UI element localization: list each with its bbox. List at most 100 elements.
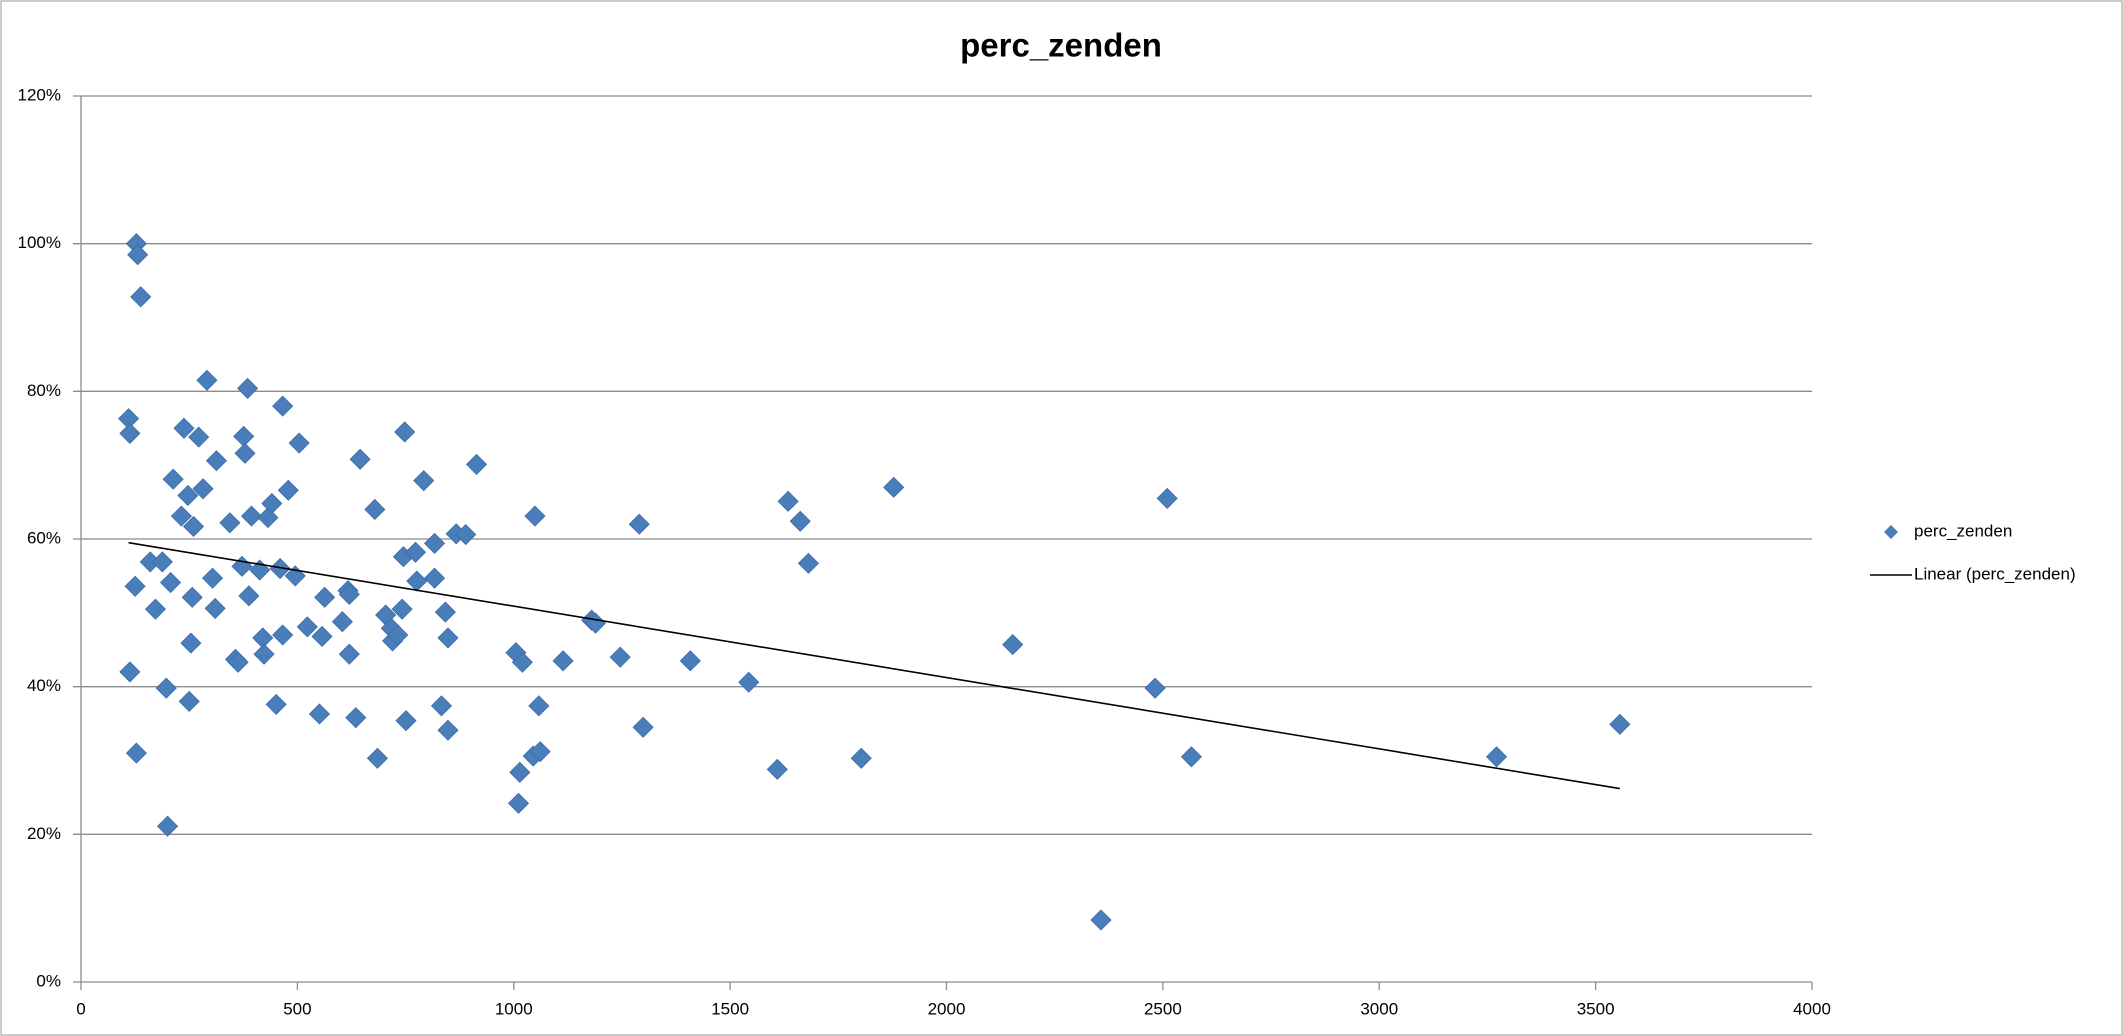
data-point (127, 244, 149, 266)
data-point (465, 453, 488, 475)
data-point (253, 643, 275, 665)
x-tick-label: 1000 (495, 999, 533, 1018)
data-point (1609, 713, 1631, 735)
data-point (338, 583, 360, 605)
data-point (227, 651, 249, 673)
data-point (180, 632, 202, 654)
data-point (1180, 746, 1203, 768)
data-point (162, 468, 184, 490)
y-tick-label: 40% (27, 676, 61, 695)
data-point (238, 585, 260, 607)
data-point (155, 677, 177, 699)
data-point (777, 490, 799, 512)
data-point (406, 570, 428, 592)
data-point (296, 616, 318, 638)
x-tick-label: 1500 (711, 999, 749, 1018)
data-point (413, 470, 435, 492)
data-point (119, 422, 141, 444)
data-point (679, 650, 701, 672)
data-point (395, 710, 417, 732)
data-point (173, 417, 195, 439)
data-point (797, 552, 820, 574)
data-point (529, 741, 551, 763)
data-point (1144, 677, 1166, 699)
data-point (204, 597, 226, 619)
data-point (170, 505, 192, 527)
y-tick-label: 100% (18, 233, 61, 252)
data-point (130, 286, 152, 308)
data-point (430, 695, 453, 717)
data-point (511, 651, 533, 673)
data-point (552, 650, 574, 672)
data-point (188, 426, 210, 448)
data-point (237, 377, 259, 399)
data-point (391, 598, 413, 620)
data-point (423, 532, 446, 554)
data-point (272, 395, 294, 417)
data-point (151, 551, 173, 573)
data-point (178, 690, 200, 712)
data-point (240, 505, 263, 527)
data-point (219, 512, 241, 534)
data-point (609, 646, 631, 668)
data-point (314, 586, 336, 608)
data-point (632, 716, 654, 738)
data-point (628, 513, 650, 535)
legend-label: Linear (perc_zenden) (1914, 564, 2076, 583)
data-point (366, 747, 388, 769)
data-point (125, 742, 147, 764)
data-point (507, 792, 530, 814)
data-point (160, 571, 182, 594)
data-point (144, 598, 166, 620)
data-point (269, 557, 291, 580)
data-point (850, 747, 872, 769)
y-tick-label: 80% (27, 381, 61, 400)
data-point (1485, 746, 1508, 768)
data-point (308, 703, 331, 725)
data-point (883, 476, 905, 498)
data-point (387, 624, 409, 646)
chart-title: perc_zenden (960, 27, 1162, 64)
data-point (201, 567, 224, 589)
data-point (738, 671, 760, 693)
data-point (331, 611, 353, 633)
trendline (128, 541, 1620, 790)
data-point (423, 567, 446, 589)
data-point (434, 601, 456, 623)
data-point (1002, 634, 1024, 656)
data-point (261, 492, 283, 515)
data-point (1090, 909, 1112, 931)
x-tick-label: 500 (283, 999, 311, 1018)
data-point (524, 505, 546, 527)
data-point (177, 484, 199, 507)
x-tick-label: 2500 (1144, 999, 1182, 1018)
data-point (156, 815, 179, 837)
x-tick-label: 4000 (1793, 999, 1831, 1018)
data-point (509, 761, 531, 783)
x-tick-label: 3500 (1577, 999, 1615, 1018)
data-point (249, 559, 271, 581)
x-tick-label: 0 (76, 999, 85, 1018)
data-point (272, 624, 294, 646)
data-point (277, 479, 299, 501)
data-point (181, 586, 203, 608)
data-point (257, 507, 279, 529)
y-tick-label: 20% (27, 824, 61, 843)
x-tick-label: 3000 (1360, 999, 1398, 1018)
data-point (766, 758, 788, 780)
legend-label: perc_zenden (1914, 521, 2012, 540)
data-point (1156, 487, 1178, 509)
data-point (119, 661, 141, 683)
data-point (124, 575, 146, 597)
data-point (349, 448, 371, 470)
data-point (404, 541, 427, 563)
data-point (205, 450, 228, 472)
data-point (528, 695, 550, 717)
data-point (196, 369, 218, 391)
y-tick-label: 60% (27, 528, 61, 547)
data-point (234, 442, 256, 464)
y-tick-label: 0% (36, 971, 61, 990)
data-point (265, 693, 287, 715)
